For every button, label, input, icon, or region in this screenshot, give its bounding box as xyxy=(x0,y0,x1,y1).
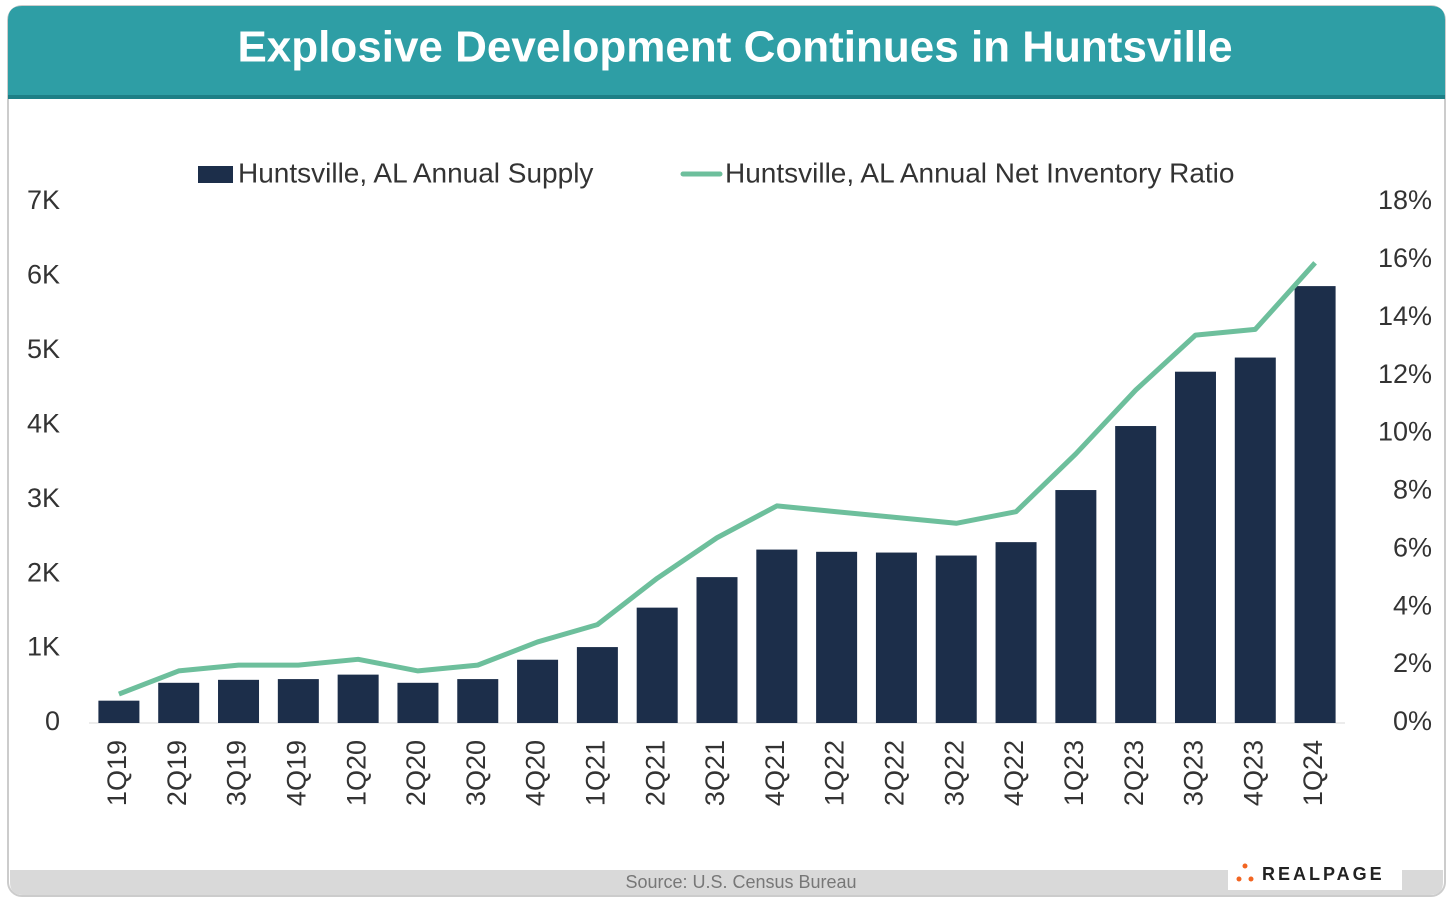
y-tick-label: 6K xyxy=(27,260,60,290)
bar xyxy=(636,607,678,723)
bar xyxy=(517,659,559,723)
x-tick-label: 1Q24 xyxy=(1298,740,1328,806)
x-tick-label: 2Q19 xyxy=(162,740,192,806)
x-tick-label: 4Q19 xyxy=(281,740,311,806)
bar xyxy=(1294,286,1336,723)
logo-dot xyxy=(1236,876,1242,882)
x-tick-label: 2Q21 xyxy=(640,740,670,806)
bar xyxy=(576,647,618,723)
x-tick-label: 3Q22 xyxy=(939,740,969,806)
x-tick-label: 3Q19 xyxy=(222,740,252,806)
logo-dot xyxy=(1242,863,1248,869)
header-strip xyxy=(8,95,1445,99)
bar xyxy=(816,551,858,723)
y2-tick-label: 10% xyxy=(1378,417,1432,447)
y2-tick-label: 4% xyxy=(1393,590,1432,620)
bar xyxy=(337,674,379,723)
y-tick-label: 1K xyxy=(27,632,60,662)
y2-tick-label: 0% xyxy=(1393,706,1432,736)
bar xyxy=(158,682,200,723)
x-tick-label: 4Q21 xyxy=(760,740,790,806)
bar xyxy=(1055,490,1097,723)
chart-title: Explosive Development Continues in Hunts… xyxy=(237,23,1232,72)
x-tick-label: 3Q20 xyxy=(461,740,491,806)
bar xyxy=(875,552,917,723)
x-tick-label: 3Q23 xyxy=(1179,740,1209,806)
footer-band xyxy=(10,870,1443,895)
bar xyxy=(756,549,798,723)
y-tick-label: 4K xyxy=(27,408,60,438)
y2-tick-label: 2% xyxy=(1393,648,1432,678)
x-tick-label: 2Q22 xyxy=(880,740,910,806)
bar xyxy=(397,682,439,723)
y-tick-label: 0 xyxy=(45,706,60,736)
legend-label: Huntsville, AL Annual Supply xyxy=(238,157,593,188)
header-band xyxy=(8,6,1445,95)
source: Source: U.S. Census Bureau xyxy=(625,872,856,892)
bar xyxy=(1234,357,1276,723)
x-tick-label: 1Q20 xyxy=(341,740,371,806)
y2-tick-label: 8% xyxy=(1393,475,1432,505)
x-tick-label: 2Q20 xyxy=(401,740,431,806)
x-tick-label: 1Q19 xyxy=(102,740,132,806)
bar xyxy=(1174,371,1216,723)
line xyxy=(118,261,1317,697)
x-tick-label: 1Q22 xyxy=(820,740,850,806)
y-tick-label: 3K xyxy=(27,483,60,513)
y-tick-label: 2K xyxy=(27,557,60,587)
bar xyxy=(995,542,1037,723)
bar xyxy=(98,700,140,723)
bar xyxy=(935,555,977,723)
y2-tick-label: 6% xyxy=(1393,532,1432,562)
x-tick-label: 4Q20 xyxy=(521,740,551,806)
x-tick-label: 1Q23 xyxy=(1059,740,1089,806)
legend-label: Huntsville, AL Annual Net Inventory Rati… xyxy=(725,157,1234,188)
y2-tick-label: 14% xyxy=(1378,301,1432,331)
bar xyxy=(277,679,319,723)
bar xyxy=(218,679,260,723)
legend-swatch xyxy=(198,166,233,183)
x-tick-label: 3Q21 xyxy=(700,740,730,806)
x-tick-label: 4Q23 xyxy=(1238,740,1268,806)
logo-dot xyxy=(1248,876,1254,882)
y2-tick-label: 18% xyxy=(1378,185,1432,215)
x-tick-label: 2Q23 xyxy=(1119,740,1149,806)
x-tick-label: 4Q22 xyxy=(999,740,1029,806)
logo-box xyxy=(1228,862,1402,890)
y-tick-label: 5K xyxy=(27,334,60,364)
logo: REALPAGE xyxy=(1262,864,1385,884)
y2-tick-label: 12% xyxy=(1378,359,1432,389)
bar xyxy=(457,679,499,723)
x-tick-label: 1Q21 xyxy=(581,740,611,806)
y2-tick-label: 16% xyxy=(1378,243,1432,273)
bar xyxy=(1115,426,1157,723)
bar xyxy=(696,577,738,723)
y-tick-label: 7K xyxy=(27,185,60,215)
